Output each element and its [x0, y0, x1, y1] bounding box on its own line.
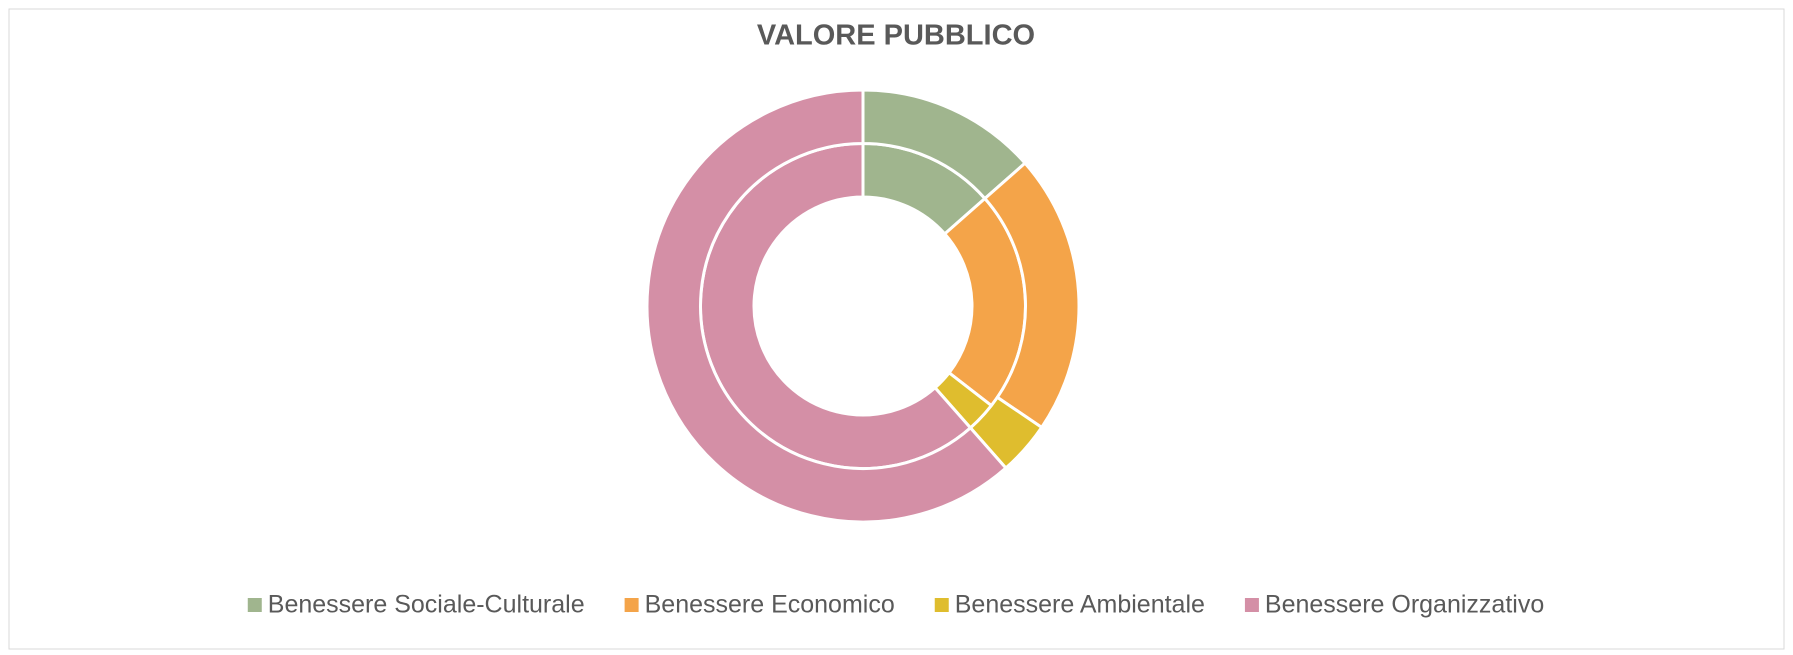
legend-swatch: [934, 598, 949, 612]
legend-label: Benessere Ambientale: [955, 591, 1205, 619]
legend-label: Benessere Economico: [645, 591, 895, 619]
legend-label: Benessere Sociale-Culturale: [268, 591, 585, 619]
doughnut-segment: [645, 88, 1008, 524]
chart-title: VALORE PUBBLICO: [757, 20, 1035, 52]
legend-swatch: [247, 598, 262, 612]
legend-swatch: [624, 598, 639, 612]
legend-swatch: [1244, 598, 1259, 612]
legend-label: Benessere Organizzativo: [1265, 591, 1544, 619]
